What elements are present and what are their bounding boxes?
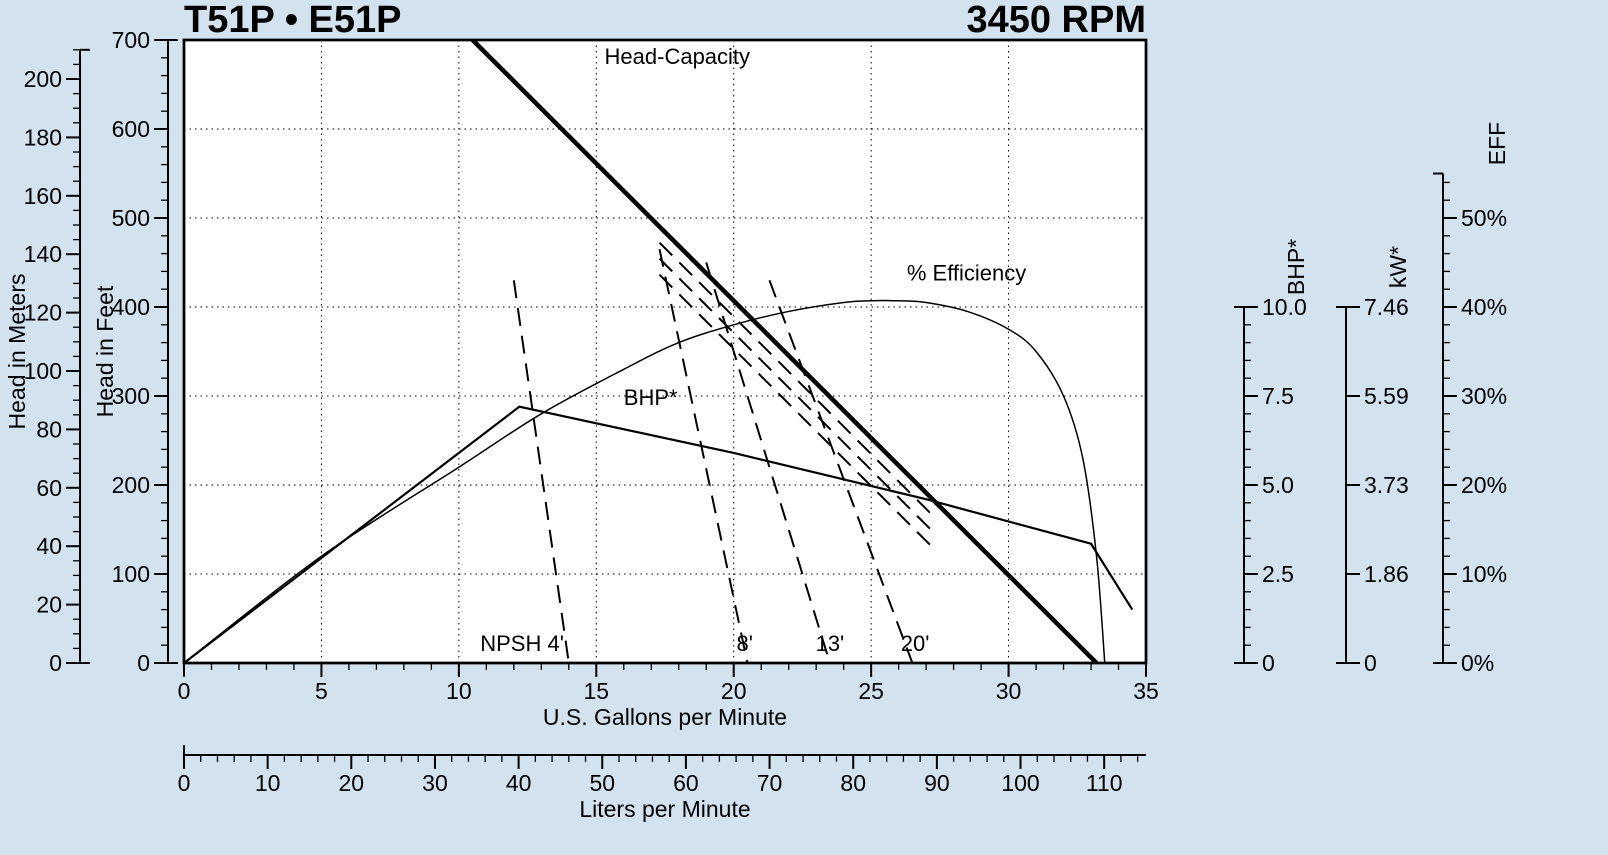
y-eff-tick: 0%	[1461, 650, 1494, 676]
y-eff-tick: 40%	[1461, 294, 1507, 320]
y-eff-tick: 20%	[1461, 472, 1507, 498]
y-eff-tick: 10%	[1461, 561, 1507, 587]
x-gpm-tick: 20	[721, 678, 747, 704]
y-feet-tick: 500	[112, 205, 150, 231]
y-meters-tick: 0	[49, 650, 62, 676]
x-lpm-tick: 100	[1001, 770, 1039, 796]
x-lpm-tick: 40	[506, 770, 532, 796]
y-bhp-tick: 7.5	[1262, 383, 1294, 409]
y-feet-tick: 600	[112, 116, 150, 142]
x-lpm-tick: 10	[255, 770, 281, 796]
title-left: T51P • E51P	[184, 0, 402, 41]
y-kw-tick: 3.73	[1364, 472, 1409, 498]
npsh-label: NPSH 4'	[480, 631, 564, 656]
x-lpm-tick: 20	[339, 770, 365, 796]
y-meters-tick: 80	[36, 416, 62, 442]
y-meters-tick: 60	[36, 475, 62, 501]
x-lpm-tick: 80	[840, 770, 866, 796]
y-eff-tick: 30%	[1461, 383, 1507, 409]
x-lpm-tick: 110	[1086, 770, 1123, 796]
y-meters-tick: 140	[24, 241, 62, 267]
y-eff-tick: 50%	[1461, 205, 1507, 231]
y-bhp-label: BHP*	[1283, 239, 1309, 295]
x-lpm-tick: 0	[178, 770, 191, 796]
y-meters-tick: 200	[24, 66, 62, 92]
npsh-label: 13'	[816, 631, 845, 656]
x-lpm-tick: 90	[924, 770, 950, 796]
x-gpm-tick: 30	[996, 678, 1022, 704]
npsh-label: 20'	[901, 631, 930, 656]
y-bhp-tick: 10.0	[1262, 294, 1307, 320]
bhp-label: BHP*	[624, 385, 678, 410]
y-bhp-tick: 0	[1262, 650, 1275, 676]
pump-curve-chart: T51P • E51P 3450 RPM 0 5 10 15 20 25 30 35 U.S. Ga…	[0, 0, 1608, 855]
x-gpm-tick: 15	[583, 678, 609, 704]
x-gpm-tick: 25	[858, 678, 884, 704]
title-right: 3450 RPM	[966, 0, 1146, 41]
y-eff-label: EFF	[1484, 122, 1510, 165]
y-kw-tick: 1.86	[1364, 561, 1409, 587]
y-kw-label: kW*	[1385, 246, 1411, 288]
x-lpm-tick: 60	[673, 770, 699, 796]
x-gpm-tick: 10	[446, 678, 472, 704]
y-meters-tick: 180	[24, 124, 62, 150]
x-gpm-tick: 35	[1133, 678, 1159, 704]
x-gpm-tick: 5	[315, 678, 328, 704]
y-bhp-tick: 2.5	[1262, 561, 1294, 587]
y-feet-tick: 200	[112, 472, 150, 498]
y-feet-tick: 700	[112, 27, 150, 53]
y-meters-tick: 160	[24, 183, 62, 209]
y-meters-tick: 20	[36, 592, 62, 618]
y-kw-tick: 0	[1364, 650, 1377, 676]
y-meters-tick: 40	[36, 533, 62, 559]
efficiency-label: % Efficiency	[907, 260, 1026, 285]
y-feet-tick: 100	[112, 561, 150, 587]
npsh-label: 8'	[736, 631, 752, 656]
y-feet-label: Head in Feet	[92, 285, 118, 417]
y-meters-label: Head in Meters	[4, 274, 30, 430]
x-lpm-tick: 70	[757, 770, 783, 796]
x-lpm-tick: 30	[422, 770, 448, 796]
x-lpm-label: Liters per Minute	[579, 796, 750, 822]
y-bhp-tick: 5.0	[1262, 472, 1294, 498]
x-gpm-tick: 0	[178, 678, 191, 704]
x-lpm-tick: 50	[589, 770, 615, 796]
x-gpm-label: U.S. Gallons per Minute	[543, 704, 787, 730]
head-capacity-label: Head-Capacity	[605, 44, 751, 69]
y-kw-tick: 5.59	[1364, 383, 1409, 409]
y-feet-tick: 0	[137, 650, 150, 676]
y-kw-tick: 7.46	[1364, 294, 1409, 320]
